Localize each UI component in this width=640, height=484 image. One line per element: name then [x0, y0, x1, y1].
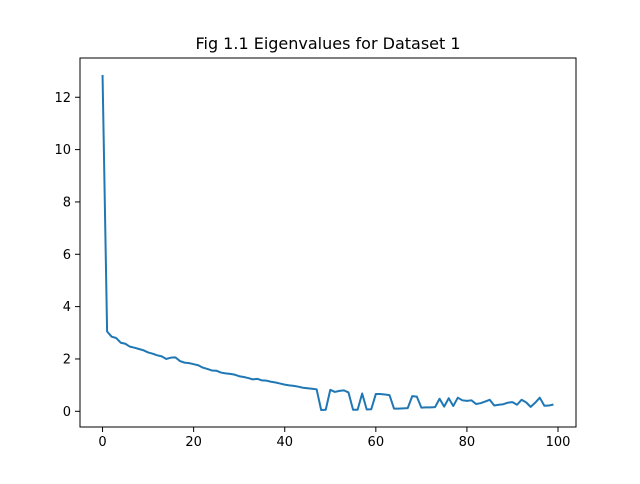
y-tick-label: 10 — [54, 143, 71, 158]
plot-area — [101, 74, 554, 411]
x-tick-label: 80 — [459, 435, 476, 450]
series-line — [101, 74, 554, 411]
y-tick-label: 6 — [63, 248, 71, 263]
axes: 0 20 40 60 80 100 0 2 4 6 8 10 12 — [54, 57, 577, 450]
y-tick-label: 2 — [63, 352, 71, 367]
x-tick-label: 0 — [98, 435, 106, 450]
x-tick-label: 100 — [546, 435, 571, 450]
y-tick-label: 0 — [63, 405, 71, 420]
y-tick-label: 12 — [54, 91, 71, 106]
x-tick-label: 40 — [276, 435, 293, 450]
y-tick-label: 8 — [63, 195, 71, 210]
x-tick-label: 60 — [368, 435, 385, 450]
y-tick-label: 4 — [63, 300, 71, 315]
axes-frame — [79, 57, 577, 428]
x-tick-label: 20 — [185, 435, 202, 450]
chart-title: Fig 1.1 Eigenvalues for Dataset 1 — [195, 34, 460, 53]
